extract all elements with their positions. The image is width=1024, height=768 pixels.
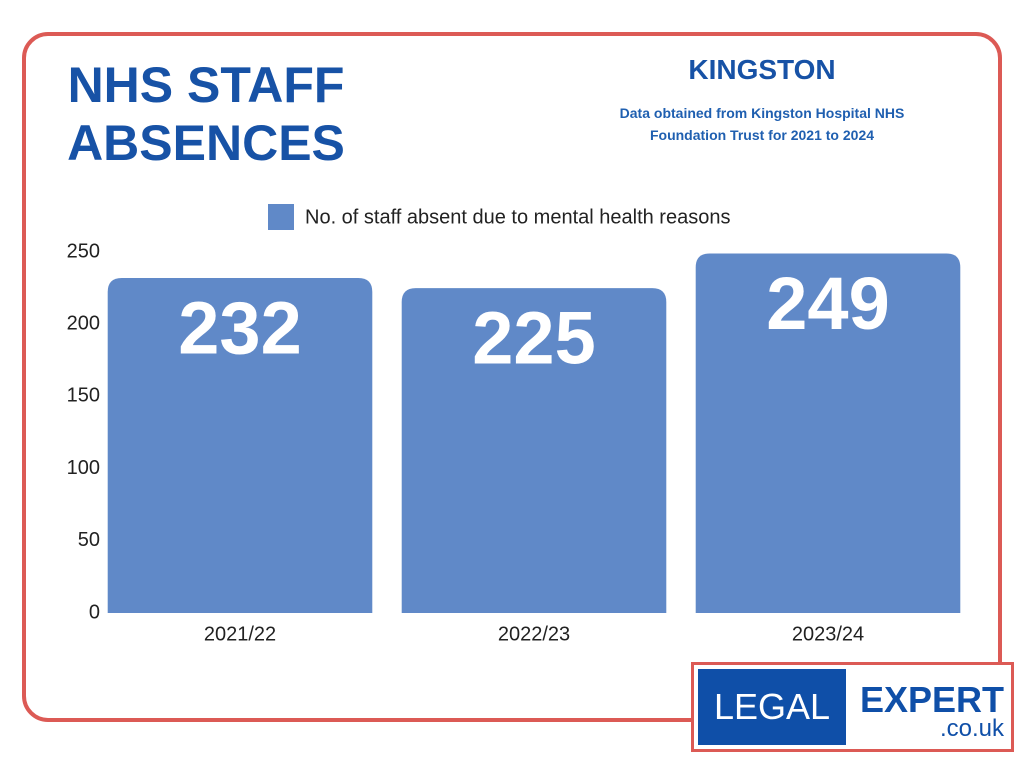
logo-right: EXPERT [859, 679, 1005, 720]
legend-label: No. of staff absent due to mental health… [305, 206, 730, 228]
legend-swatch [268, 204, 294, 230]
y-tick-label: 50 [78, 529, 100, 551]
frame [22, 32, 1002, 722]
y-tick-label: 250 [67, 240, 100, 262]
data-label: 225 [472, 297, 595, 380]
y-tick-label: 100 [67, 457, 100, 479]
logo-domain: .co.uk [939, 715, 1004, 742]
bar [401, 288, 667, 613]
x-tick-label: 2022/23 [498, 623, 570, 645]
bar [695, 253, 961, 613]
y-tick-label: 0 [89, 601, 100, 623]
logo-left: LEGAL [698, 669, 846, 745]
data-label: 232 [178, 287, 301, 370]
chart-note: Data obtained from Kingston Hospital NHS… [619, 105, 905, 143]
data-label: 249 [766, 262, 889, 345]
logo: LEGAL EXPERT .co.uk [691, 662, 1014, 752]
y-tick-label: 150 [67, 385, 100, 407]
x-tick-label: 2021/22 [204, 623, 276, 645]
chart-title: NHS STAFF ABSENCES [67, 57, 345, 171]
y-tick-label: 200 [67, 312, 100, 334]
chart-subtitle: KINGSTON [688, 54, 836, 85]
bar [107, 277, 373, 613]
x-tick-label: 2023/24 [792, 623, 864, 645]
